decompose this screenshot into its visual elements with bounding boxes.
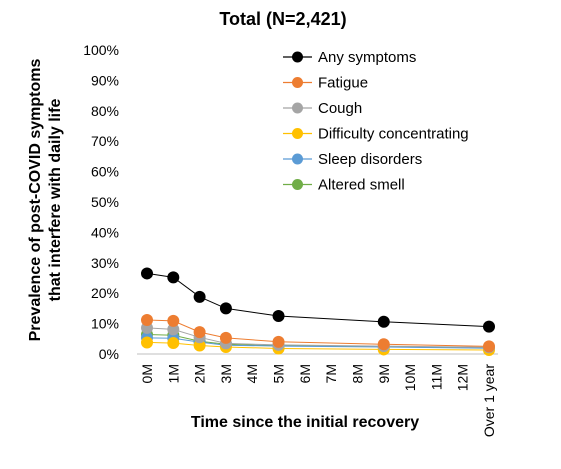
x-tick-label: 0M <box>139 364 155 383</box>
y-axis-title-line-2: that interfere with daily life <box>47 99 64 302</box>
data-point <box>141 336 153 349</box>
x-tick-label: 2M <box>192 364 208 383</box>
x-tick-label: 11M <box>428 364 444 390</box>
series-0 <box>141 267 495 333</box>
y-tick-label: 100% <box>83 42 119 58</box>
data-point <box>141 267 153 280</box>
data-point <box>377 338 390 351</box>
legend-label: Altered smell <box>318 177 405 194</box>
x-axis-title: Time since the initial recovery <box>191 414 419 431</box>
data-point <box>167 271 180 284</box>
y-tick-label: 90% <box>91 72 119 88</box>
legend-label: Sleep disorders <box>318 151 422 168</box>
chart-title: Total (N=2,421) <box>219 9 346 29</box>
x-tick-label: 10M <box>402 364 418 391</box>
data-point <box>219 331 232 344</box>
data-point <box>193 290 206 303</box>
data-point <box>377 315 390 328</box>
data-point <box>167 323 180 336</box>
x-tick-label: 7M <box>323 364 339 383</box>
y-axis-ticks: 0% 10% 20% 30% 40% 50% 60% 70% 80% 90% 100% <box>83 42 119 362</box>
data-point <box>483 320 495 333</box>
legend-item: Altered smell <box>283 177 405 194</box>
y-axis-title: Prevalence of post-COVID symptoms that i… <box>27 59 64 342</box>
y-tick-label: 30% <box>91 255 119 271</box>
y-tick-label: 60% <box>91 164 119 180</box>
x-tick-label: 9M <box>376 364 392 383</box>
legend-item: Any symptoms <box>283 49 416 66</box>
x-tick-label: Over 1 year <box>481 364 497 437</box>
y-tick-label: 70% <box>91 133 119 149</box>
data-point <box>483 340 495 353</box>
series-layer <box>141 267 495 357</box>
legend: Any symptoms Fatigue Cough Difficulty conce… <box>283 49 469 194</box>
x-tick-label: 5M <box>271 364 287 383</box>
y-tick-label: 40% <box>91 224 119 240</box>
legend-label: Cough <box>318 100 362 117</box>
legend-item: Sleep disorders <box>283 151 422 168</box>
x-axis-ticks: 0M 1M 2M 3M 4M 5M 6M 7M 8M 9M 10M 11M 12M Over 1 year <box>139 364 497 437</box>
y-tick-label: 20% <box>91 285 119 301</box>
legend-marker <box>292 102 303 114</box>
x-tick-label: 12M <box>455 364 471 391</box>
y-axis-title-line-1: Prevalence of post-COVID symptoms <box>27 59 44 342</box>
x-tick-label: 1M <box>165 364 181 383</box>
y-tick-label: 0% <box>99 346 119 362</box>
legend-marker <box>292 179 303 190</box>
data-point <box>272 335 285 348</box>
data-point <box>167 337 180 350</box>
series-1 <box>141 313 495 353</box>
x-tick-label: 3M <box>218 364 234 383</box>
y-tick-label: 80% <box>91 103 119 119</box>
x-tick-label: 8M <box>349 364 365 383</box>
x-tick-label: 6M <box>297 364 313 383</box>
legend-label: Any symptoms <box>318 49 416 66</box>
legend-item: Cough <box>283 100 362 117</box>
y-tick-label: 50% <box>91 194 119 210</box>
legend-item: Fatigue <box>283 75 368 92</box>
data-point <box>167 314 180 327</box>
legend-marker <box>292 77 303 88</box>
legend-marker <box>292 128 303 139</box>
y-tick-label: 10% <box>91 316 119 332</box>
data-point <box>141 313 153 326</box>
data-point <box>219 302 232 315</box>
legend-label: Fatigue <box>318 75 368 92</box>
data-point <box>193 339 206 352</box>
legend-marker <box>292 51 303 63</box>
legend-item: Difficulty concentrating <box>283 126 469 143</box>
legend-marker <box>292 153 303 165</box>
data-point <box>272 310 285 322</box>
data-point <box>193 326 206 339</box>
legend-label: Difficulty concentrating <box>318 126 469 143</box>
x-tick-label: 4M <box>244 364 260 383</box>
